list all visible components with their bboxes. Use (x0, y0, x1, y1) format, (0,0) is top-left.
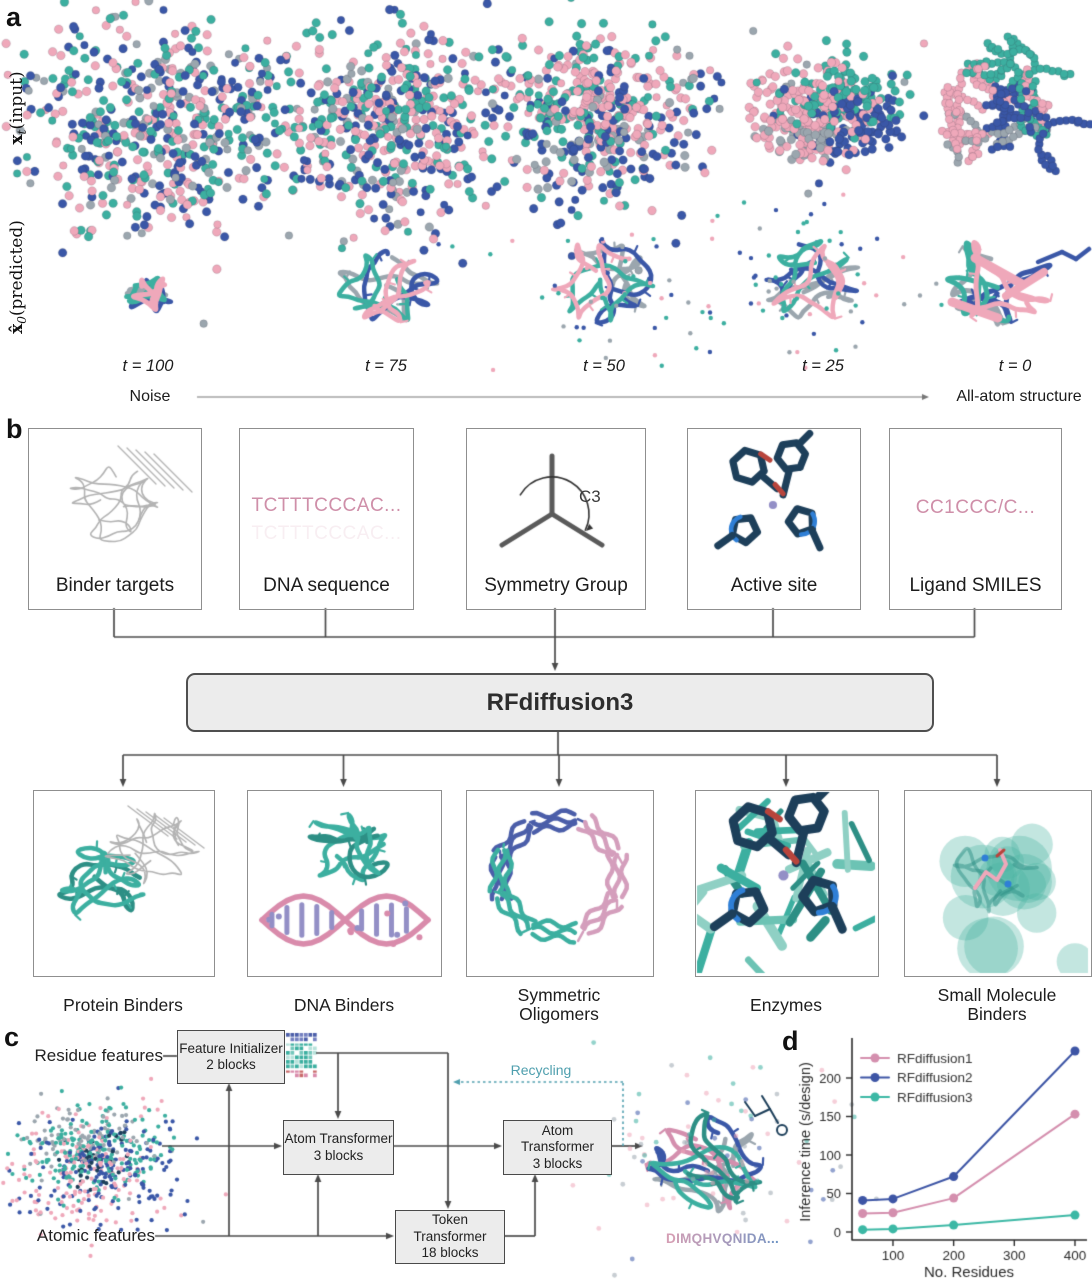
timestep-label-75: t = 75 (365, 357, 407, 375)
panel-b-label: b (6, 414, 23, 444)
input-box-dna-sequence: TCTTTCCCAC... TCTTTCCCAC... DNA sequence (239, 428, 414, 610)
symmetry-group-label: Symmetry Group (484, 575, 628, 596)
protein-binders-label: Protein Binders (63, 995, 183, 1015)
timestep-label-100: t = 100 (122, 357, 174, 375)
sequence-output-text: DIMQHVQNIDA... (666, 1231, 780, 1246)
binder-targets-label: Binder targets (55, 575, 175, 596)
x0-rest: (predicted) (6, 220, 27, 317)
x0-sub: 0 (15, 316, 30, 324)
timestep-label-50: t = 50 (583, 357, 625, 375)
token-transformer-subtitle: 18 blocks (421, 1245, 479, 1261)
output-box-symmetric-oligomers (466, 790, 654, 977)
panel-c-label: c (4, 1022, 20, 1052)
atom-transformer-2-subtitle: 3 blocks (532, 1155, 583, 1171)
small-molecule-binders-label: Small Molecule Binders (937, 985, 1057, 1024)
output-box-enzymes (695, 790, 879, 977)
timestep-label-0: t = 0 (998, 357, 1032, 375)
atom-transformer-1-subtitle: 3 blocks (313, 1147, 364, 1163)
ligand-smiles-text: CC1CCC/C... (915, 497, 1036, 518)
timestep-label-25: t = 25 (802, 357, 844, 375)
input-box-ligand-smiles: CC1CCC/C... Ligand SMILES (889, 428, 1062, 610)
xt-sub: t (15, 129, 30, 135)
output-box-small-molecule-binders (904, 790, 1092, 977)
residue-features-label: Residue features (34, 1046, 163, 1065)
all-atom-structure-label: All-atom structure (956, 388, 1082, 405)
panel-d-label: d (782, 1026, 799, 1056)
feature-initializer-subtitle: 2 blocks (206, 1057, 256, 1072)
predicted-row-label: x̂0(predicted) (7, 220, 29, 334)
input-box-active-site: Active site (687, 428, 861, 610)
symmetric-oligomers-label: Symmetric Oligomers (517, 985, 601, 1024)
dna-sequence-label: DNA sequence (263, 575, 390, 596)
token-transformer-title: Token Transformer (413, 1212, 487, 1244)
xt-rest: (input) (6, 71, 27, 130)
atom-transformer-2-box: Atom Transformer 3 blocks (503, 1120, 612, 1175)
rfdiffusion3-model-box: RFdiffusion3 (186, 673, 934, 732)
dna-sequence-text: TCTTTCCCAC... (251, 495, 402, 516)
atom-transformer-1-title: Atom Transformer (284, 1131, 393, 1146)
x0-base: x̂ (6, 323, 27, 334)
output-box-protein-binders (33, 790, 215, 977)
atom-transformer-1-box: Atom Transformer 3 blocks (283, 1120, 394, 1175)
atomic-features-label: Atomic features (36, 1226, 155, 1245)
dna-sequence-text-faint: TCTTTCCCAC... (251, 523, 402, 544)
enzymes-label: Enzymes (750, 995, 822, 1015)
token-transformer-box: Token Transformer 18 blocks (395, 1210, 505, 1264)
panel-a-label: a (6, 2, 22, 32)
feature-initializer-box: Feature Initializer 2 blocks (177, 1030, 285, 1084)
input-row-label: xt(input) (7, 71, 29, 144)
active-site-label: Active site (730, 575, 818, 596)
ligand-smiles-label: Ligand SMILES (909, 575, 1042, 596)
input-box-binder-targets: Binder targets (28, 428, 202, 610)
recycling-label: Recycling (510, 1062, 572, 1078)
feature-initializer-title: Feature Initializer (179, 1040, 283, 1056)
noise-label: Noise (129, 388, 171, 405)
output-box-dna-binders (247, 790, 442, 977)
c3-symbol-text: C3 (579, 487, 601, 506)
dna-binders-label: DNA Binders (293, 995, 395, 1015)
xt-base: x (6, 134, 27, 145)
input-box-symmetry-group: C3 Symmetry Group (466, 428, 646, 610)
atom-transformer-2-title: Atom Transformer (520, 1122, 594, 1155)
